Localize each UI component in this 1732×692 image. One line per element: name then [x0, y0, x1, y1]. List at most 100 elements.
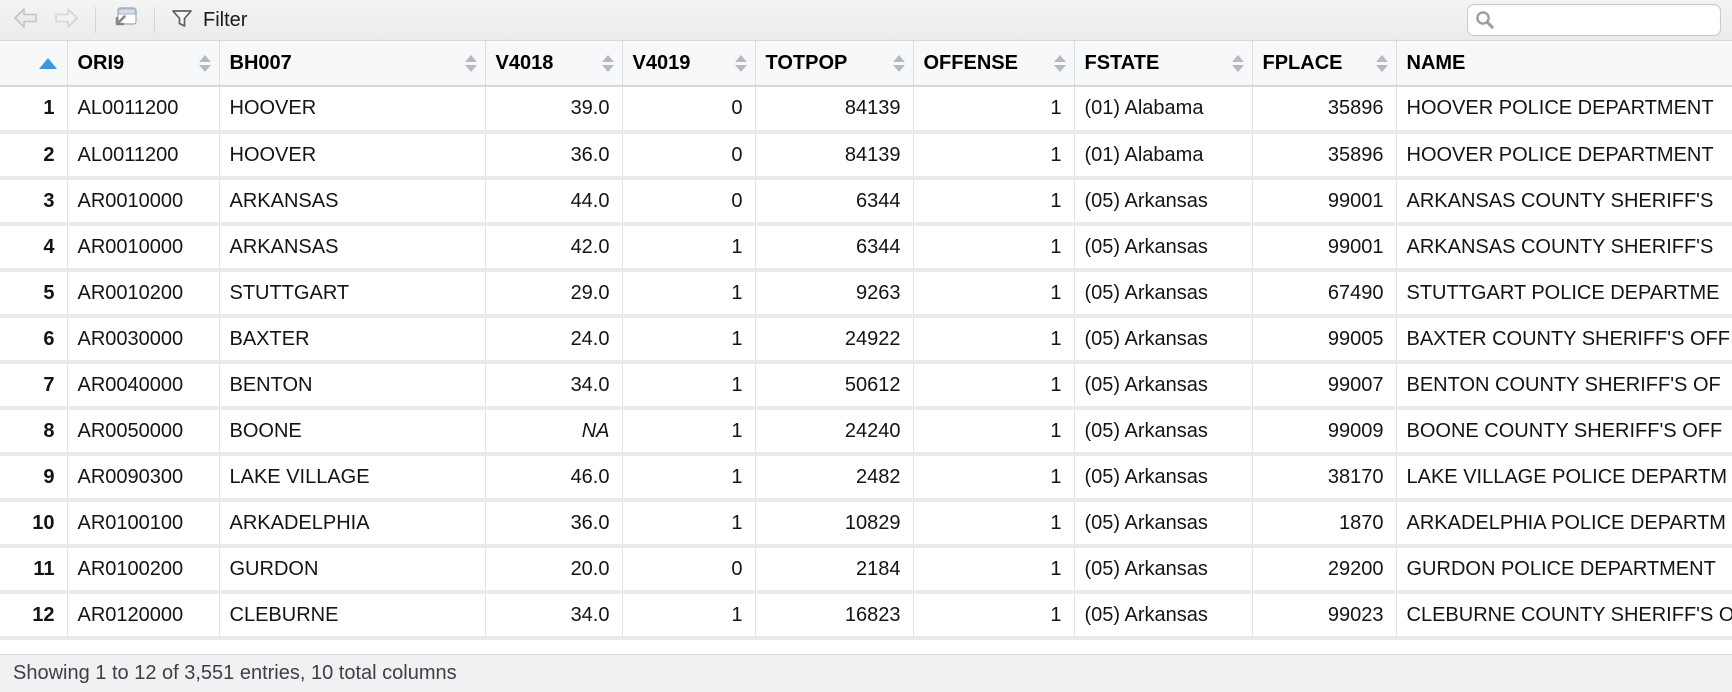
cell-offense: 1 — [913, 546, 1075, 594]
cell-v4018: 34.0 — [485, 362, 623, 410]
column-header-ori9[interactable]: ORI9 — [67, 41, 220, 87]
cell-v4018: 39.0 — [485, 86, 623, 134]
cell-fstate: (05) Arkansas — [1074, 408, 1253, 456]
cell-offense: 1 — [913, 408, 1075, 456]
column-header-label: BH007 — [229, 51, 292, 74]
table-row: 1 AL0011200 HOOVER 39.0 0 84139 1 (01) Alabama 3… — [0, 86, 1732, 134]
cell-name: BENTON COUNTY SHERIFF'S OF — [1396, 362, 1732, 410]
toolbar-separator — [95, 7, 96, 33]
cell-v4018: 42.0 — [485, 224, 623, 272]
row-number-cell: 10 — [0, 500, 68, 548]
column-header-v4018[interactable]: V4018 — [485, 41, 623, 87]
cell-v4018: 20.0 — [485, 546, 623, 594]
forward-button[interactable] — [46, 3, 86, 37]
cell-offense: 1 — [913, 132, 1075, 180]
cell-totpop: 84139 — [755, 132, 914, 180]
data-grid: ORI9 BH007 V4018 V4019 TOTPOP OFFENSE FSTATE FP… — [0, 41, 1732, 654]
cell-v4019: 0 — [622, 178, 756, 226]
cell-bh007: ARKANSAS — [219, 178, 486, 226]
search-box[interactable] — [1467, 4, 1721, 36]
row-number-cell: 8 — [0, 408, 68, 456]
data-table: ORI9 BH007 V4018 V4019 TOTPOP OFFENSE FSTATE FP… — [0, 41, 1732, 640]
column-header-fplace[interactable]: FPLACE — [1252, 41, 1397, 87]
cell-bh007: ARKANSAS — [219, 224, 486, 272]
cell-ori9: AR0010000 — [67, 224, 220, 272]
cell-bh007: BENTON — [219, 362, 486, 410]
cell-fplace: 99001 — [1252, 224, 1397, 272]
filter-button-label: Filter — [203, 8, 248, 31]
cell-totpop: 16823 — [755, 592, 914, 640]
cell-offense: 1 — [913, 362, 1075, 410]
column-header-bh007[interactable]: BH007 — [219, 41, 486, 87]
cell-totpop: 24240 — [755, 408, 914, 456]
cell-totpop: 6344 — [755, 178, 914, 226]
cell-ori9: AR0120000 — [67, 592, 220, 640]
cell-fstate: (05) Arkansas — [1074, 546, 1253, 594]
cell-fplace: 99023 — [1252, 592, 1397, 640]
cell-name: ARKANSAS COUNTY SHERIFF'S — [1396, 178, 1732, 226]
row-number-cell: 6 — [0, 316, 68, 364]
cell-fstate: (05) Arkansas — [1074, 362, 1253, 410]
cell-fplace: 99007 — [1252, 362, 1397, 410]
column-header-fstate[interactable]: FSTATE — [1074, 41, 1253, 87]
row-number-cell: 5 — [0, 270, 68, 318]
cell-totpop: 24922 — [755, 316, 914, 364]
cell-name: BAXTER COUNTY SHERIFF'S OFF — [1396, 316, 1732, 364]
column-header-v4019[interactable]: V4019 — [622, 41, 756, 87]
cell-bh007: STUTTGART — [219, 270, 486, 318]
column-header-label: FSTATE — [1084, 51, 1160, 74]
filter-button[interactable]: Filter — [164, 3, 253, 37]
cell-offense: 1 — [913, 592, 1075, 640]
open-in-new-window-button[interactable] — [105, 3, 145, 37]
cell-fstate: (05) Arkansas — [1074, 270, 1253, 318]
row-number-cell: 1 — [0, 86, 68, 134]
cell-fplace: 29200 — [1252, 546, 1397, 594]
column-header-label: NAME — [1406, 51, 1466, 74]
cell-bh007: BAXTER — [219, 316, 486, 364]
cell-v4019: 1 — [622, 224, 756, 272]
sort-ascending-icon — [38, 57, 57, 69]
cell-fstate: (01) Alabama — [1074, 86, 1253, 134]
cell-name: BOONE COUNTY SHERIFF'S OFF — [1396, 408, 1732, 456]
cell-ori9: AR0040000 — [67, 362, 220, 410]
cell-name: LAKE VILLAGE POLICE DEPARTM — [1396, 454, 1732, 502]
back-button[interactable] — [6, 3, 46, 37]
cell-fstate: (05) Arkansas — [1074, 500, 1253, 548]
column-header-offense[interactable]: OFFENSE — [913, 41, 1075, 87]
column-header-name[interactable]: NAME — [1396, 41, 1732, 87]
cell-v4018: 36.0 — [485, 500, 623, 548]
cell-offense: 1 — [913, 500, 1075, 548]
table-row: 6 AR0030000 BAXTER 24.0 1 24922 1 (05) Arkansas… — [0, 316, 1732, 364]
cell-name: STUTTGART POLICE DEPARTME — [1396, 270, 1732, 318]
cell-fstate: (01) Alabama — [1074, 132, 1253, 180]
cell-bh007: BOONE — [219, 408, 486, 456]
column-header-label: OFFENSE — [923, 51, 1018, 74]
cell-v4019: 1 — [622, 362, 756, 410]
cell-offense: 1 — [913, 454, 1075, 502]
column-header-label: V4018 — [495, 51, 554, 74]
cell-v4018: 29.0 — [485, 270, 623, 318]
cell-totpop: 10829 — [755, 500, 914, 548]
cell-name: HOOVER POLICE DEPARTMENT — [1396, 86, 1732, 134]
cell-name: ARKANSAS COUNTY SHERIFF'S — [1396, 224, 1732, 272]
cell-fplace: 35896 — [1252, 86, 1397, 134]
column-header-label: V4019 — [632, 51, 691, 74]
sort-toggle-icon — [734, 54, 747, 72]
cell-fplace: 67490 — [1252, 270, 1397, 318]
cell-name: GURDON POLICE DEPARTMENT — [1396, 546, 1732, 594]
row-number-cell: 4 — [0, 224, 68, 272]
cell-ori9: AR0050000 — [67, 408, 220, 456]
cell-v4019: 1 — [622, 270, 756, 318]
row-number-header[interactable] — [0, 41, 68, 87]
cell-v4019: 0 — [622, 132, 756, 180]
cell-fplace: 38170 — [1252, 454, 1397, 502]
cell-ori9: AR0030000 — [67, 316, 220, 364]
cell-ori9: AR0010200 — [67, 270, 220, 318]
cell-fplace: 1870 — [1252, 500, 1397, 548]
column-header-totpop[interactable]: TOTPOP — [755, 41, 914, 87]
row-number-cell: 2 — [0, 132, 68, 180]
search-input[interactable] — [1496, 6, 1714, 34]
sort-toggle-icon — [198, 54, 211, 72]
cell-fstate: (05) Arkansas — [1074, 454, 1253, 502]
forward-arrow-icon — [51, 5, 81, 36]
